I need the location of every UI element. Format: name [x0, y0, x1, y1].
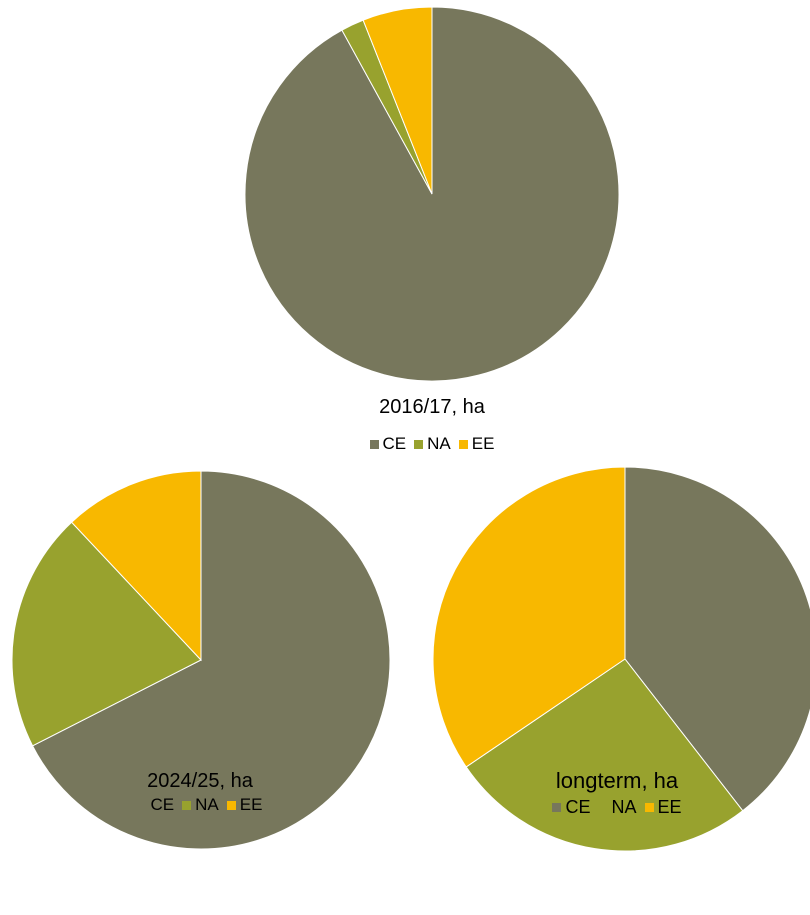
legend-item-ce: CE [369, 434, 407, 454]
legend-item-na: NA [414, 434, 451, 454]
legend-swatch [552, 803, 562, 812]
pie-slice-ee [70, 470, 202, 662]
chart-title: longterm, ha [555, 768, 679, 793]
chart-title: 2024/25, ha [147, 770, 253, 792]
legend-swatch [414, 439, 424, 449]
pie-plot [432, 466, 810, 852]
pie-slice-na [11, 521, 202, 747]
legend-label: CE [565, 797, 591, 817]
legend-swatch [598, 803, 608, 812]
legend-label: EE [657, 797, 682, 817]
chart-legend: CE NA EE [0, 795, 400, 815]
chart-legend: CE NA EE [424, 797, 810, 818]
chart-legend: CE NA EE [232, 434, 632, 454]
legend-label: NA [611, 797, 637, 817]
chart-title: 2016/17, ha [379, 396, 485, 418]
pie-plot [11, 470, 391, 850]
legend-item-ee: EE [458, 434, 495, 454]
pie-slice-ee [432, 466, 626, 768]
legend-item-ce: CE [552, 797, 590, 818]
pie-slice-na [465, 658, 744, 852]
pie-chart-2016-17: 2016/17, ha CE NA EE [232, 0, 632, 460]
pie-slice-ee [362, 6, 433, 195]
legend-label: EE [239, 795, 263, 814]
legend-label: NA [427, 434, 451, 453]
legend-label: EE [471, 434, 495, 453]
legend-item-na: NA [598, 797, 637, 818]
legend-label: NA [195, 795, 219, 814]
legend-item-ee: EE [644, 797, 682, 818]
legend-item-ee: EE [226, 795, 263, 815]
legend-swatch [226, 800, 236, 810]
pie-slice-ce [624, 466, 810, 812]
legend-label: CE [150, 795, 175, 814]
pie-chart-2024-25: 2024/25, ha CE NA EE [0, 460, 400, 915]
pie-plot [244, 6, 620, 382]
legend-swatch [137, 800, 147, 810]
legend-swatch [369, 439, 379, 449]
legend-swatch [458, 439, 468, 449]
legend-item-ce: CE [137, 795, 175, 815]
legend-label: CE [382, 434, 407, 453]
pie-chart-longterm: longterm, ha CE NA EE [424, 460, 810, 915]
pie-slice-ce [31, 470, 391, 850]
legend-swatch [182, 800, 192, 810]
legend-item-na: NA [182, 795, 219, 815]
legend-swatch [644, 803, 654, 812]
